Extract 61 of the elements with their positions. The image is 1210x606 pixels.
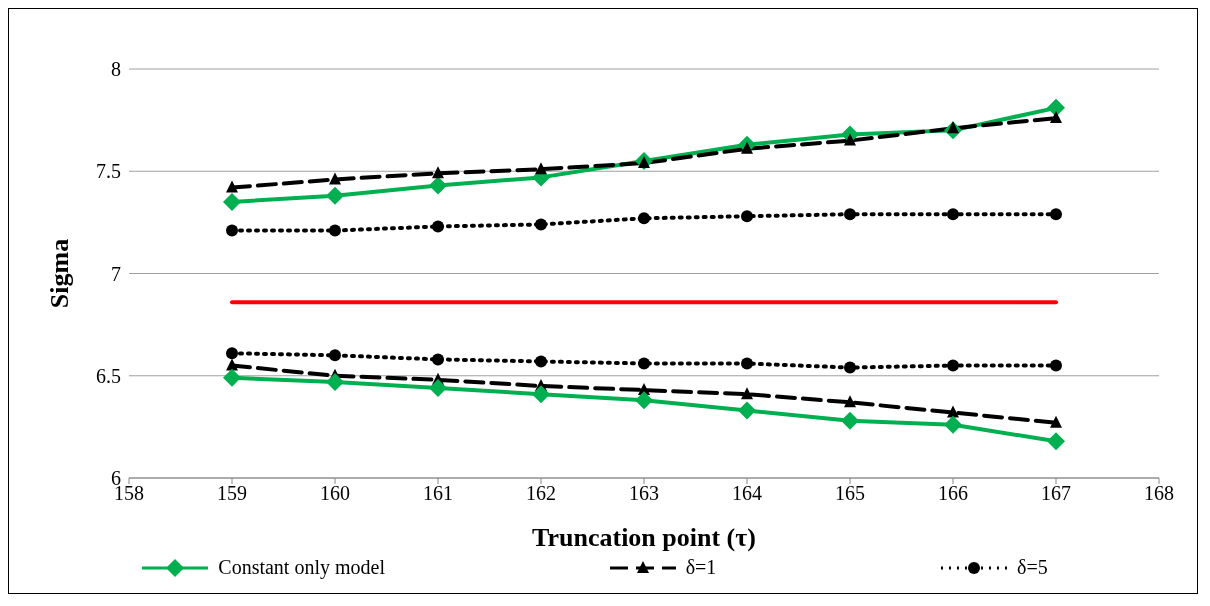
point: [429, 176, 447, 195]
point: [741, 387, 753, 400]
point: [1050, 415, 1062, 428]
y-tick-label: 7.5: [96, 160, 121, 183]
x-tick-label: 159: [217, 482, 247, 505]
point: [841, 411, 859, 430]
point: [1050, 359, 1062, 372]
x-tick-label: 163: [629, 482, 659, 505]
legend-label: δ=5: [1016, 556, 1048, 579]
point: [432, 220, 444, 233]
point: [432, 166, 444, 179]
x-tick-label: 166: [938, 482, 968, 505]
y-tick-label: 7: [111, 262, 121, 285]
point: [223, 368, 241, 387]
point: [844, 361, 856, 374]
point: [638, 357, 650, 370]
x-tick-label: 160: [320, 482, 350, 505]
point: [223, 192, 241, 211]
point: [1047, 432, 1065, 451]
point: [947, 359, 959, 372]
y-tick-label: 6.5: [96, 364, 121, 387]
point: [429, 379, 447, 398]
legend-label: δ=1: [685, 556, 717, 579]
point: [844, 395, 856, 408]
point: [844, 133, 856, 146]
point: [329, 349, 341, 362]
point: [1047, 98, 1065, 117]
point: [535, 355, 547, 368]
x-tick-label: 164: [732, 482, 762, 505]
x-tick-label: 167: [1041, 482, 1071, 505]
x-tick-label: 162: [526, 482, 556, 505]
point: [532, 385, 550, 404]
point: [741, 357, 753, 370]
point: [638, 212, 650, 225]
point: [226, 358, 238, 371]
point: [947, 208, 959, 221]
legend-label: Constant only model: [218, 556, 385, 579]
point: [226, 224, 238, 237]
x-tick-label: 168: [1144, 482, 1174, 505]
y-tick-label: 8: [111, 58, 121, 81]
point: [738, 401, 756, 420]
point: [329, 224, 341, 237]
point: [326, 372, 344, 391]
point: [1050, 208, 1062, 221]
point: [1050, 111, 1062, 124]
point: [944, 415, 962, 434]
point: [329, 172, 341, 185]
point: [535, 162, 547, 175]
x-tick-label: 161: [423, 482, 453, 505]
point: [432, 353, 444, 366]
point: [741, 210, 753, 223]
point: [635, 391, 653, 410]
point: [535, 218, 547, 231]
point: [326, 186, 344, 205]
point: [844, 208, 856, 221]
x-axis-title: Truncation point (τ): [532, 523, 756, 552]
point: [226, 180, 238, 193]
x-tick-label: 165: [835, 482, 865, 505]
point: [947, 405, 959, 418]
y-axis-title: Sigma: [45, 238, 75, 309]
point: [226, 347, 238, 360]
